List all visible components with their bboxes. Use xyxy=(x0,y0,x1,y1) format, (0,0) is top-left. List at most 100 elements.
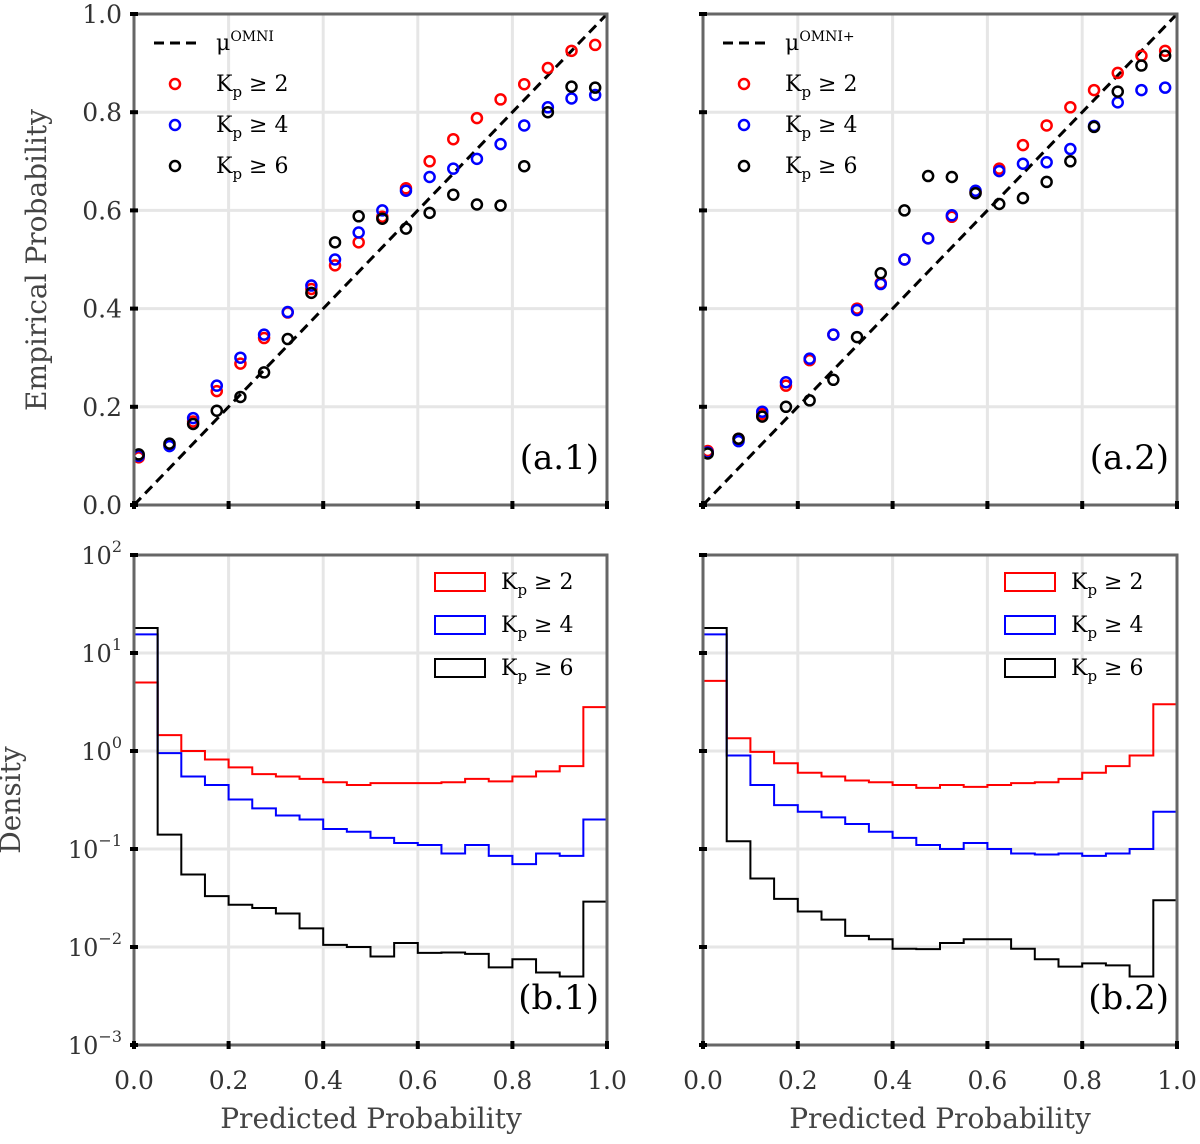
y-tick-label: 0.8 xyxy=(82,98,122,127)
data-point xyxy=(850,330,864,344)
legend-label-kp2: Kp ≥ 2 xyxy=(785,72,857,101)
data-point xyxy=(494,137,507,151)
legend-swatch-kp6 xyxy=(434,658,486,678)
data-point xyxy=(281,305,294,319)
axes-frame xyxy=(701,12,1179,507)
legend-marker-kp4 xyxy=(168,118,182,132)
legend-marker-kp2 xyxy=(168,77,182,91)
data-point xyxy=(210,384,224,398)
data-point xyxy=(281,332,294,346)
legend-label-kp4: Kp ≥ 4 xyxy=(1071,613,1143,642)
series-kp2 xyxy=(701,44,1172,458)
data-point xyxy=(993,197,1006,211)
x-tick-label: 0.6 xyxy=(398,1066,438,1095)
y-tick-label: 102 xyxy=(81,537,122,570)
data-point xyxy=(376,212,389,225)
x-tick-label: 0.2 xyxy=(778,1066,818,1095)
data-point xyxy=(779,376,793,389)
histogram-kp2 xyxy=(702,679,1178,1045)
data-point xyxy=(1087,120,1101,134)
data-point xyxy=(1040,119,1053,132)
axes-frame xyxy=(701,553,1179,1047)
data-point xyxy=(803,352,816,365)
x-tick-label: 0.8 xyxy=(493,1066,533,1095)
data-point xyxy=(447,162,460,175)
reference-line xyxy=(132,12,609,507)
data-point xyxy=(1111,96,1124,109)
x-tick-label: 0.0 xyxy=(114,1066,154,1095)
data-point xyxy=(328,259,342,272)
data-point xyxy=(1064,155,1077,168)
data-point xyxy=(399,222,413,235)
y-tick-label: 0.0 xyxy=(82,491,122,520)
legend-marker-kp2 xyxy=(737,77,751,91)
data-point xyxy=(827,328,840,341)
data-point xyxy=(1158,81,1172,94)
top-y-axis-label: Empirical Probability xyxy=(20,109,53,411)
data-point xyxy=(1135,59,1148,72)
y-tick-label: 100 xyxy=(81,733,122,766)
data-point xyxy=(210,404,224,417)
data-point xyxy=(969,186,982,200)
data-point xyxy=(234,390,247,404)
axes-frame xyxy=(132,12,609,507)
reference-line xyxy=(701,12,1179,507)
data-point xyxy=(447,132,460,146)
data-point xyxy=(305,279,318,292)
legend-label-kp4: Kp ≥ 4 xyxy=(785,113,857,142)
data-point xyxy=(588,88,602,102)
legend-swatch-kp6 xyxy=(1004,658,1056,678)
y-tick-label: 10−1 xyxy=(68,831,122,864)
panel-label: (b.1) xyxy=(518,978,599,1018)
data-point xyxy=(376,204,389,217)
data-point xyxy=(565,92,578,105)
panel-label: (b.2) xyxy=(1088,978,1169,1018)
series-kp6 xyxy=(132,80,602,461)
data-point xyxy=(779,400,793,414)
legend-label-kp2: Kp ≥ 2 xyxy=(501,570,573,599)
axes-frame xyxy=(132,553,609,1047)
data-point xyxy=(399,184,413,198)
data-point xyxy=(1016,157,1030,171)
data-point xyxy=(541,101,555,114)
data-point xyxy=(827,373,840,387)
data-point xyxy=(494,93,507,106)
y-tick-label: 0.4 xyxy=(82,295,122,324)
data-point xyxy=(1016,138,1030,152)
data-point xyxy=(1064,142,1077,156)
histogram-kp6 xyxy=(133,626,608,1045)
data-point xyxy=(565,44,578,58)
data-point xyxy=(1087,83,1101,97)
data-point xyxy=(1111,85,1124,98)
data-point xyxy=(447,188,460,201)
histogram-kp6 xyxy=(702,626,1178,1045)
legend-label-kp2: Kp ≥ 2 xyxy=(216,72,288,101)
data-point xyxy=(541,61,555,75)
data-point xyxy=(588,81,602,94)
data-point xyxy=(257,366,271,379)
data-point xyxy=(1040,175,1053,189)
legend-swatch-kp2 xyxy=(1004,572,1056,592)
data-point xyxy=(756,410,769,423)
data-point xyxy=(470,198,484,211)
data-point xyxy=(234,351,247,364)
data-point xyxy=(756,405,769,418)
data-point xyxy=(1064,101,1077,114)
data-point xyxy=(352,226,365,239)
y-tick-label: 0.2 xyxy=(82,393,122,422)
y-tick-label: 10−2 xyxy=(68,929,122,962)
data-point xyxy=(517,119,531,132)
data-point xyxy=(423,155,436,168)
data-point xyxy=(186,411,200,425)
x-tick-label: 1.0 xyxy=(587,1066,627,1095)
legend-reference-label: μOMNI xyxy=(216,29,274,56)
legend-label-kp4: Kp ≥ 4 xyxy=(501,613,573,642)
series-kp4 xyxy=(132,88,602,463)
legend-label-kp4: Kp ≥ 4 xyxy=(216,113,288,142)
panel-a2: μOMNI+ Kp ≥ 2 Kp ≥ 4 Kp ≥ 6 (a.2) xyxy=(699,12,1179,509)
legend-marker-kp4 xyxy=(737,118,751,132)
series-kp4 xyxy=(701,81,1172,459)
y-tick-label: 1.0 xyxy=(82,0,122,29)
legend-marker-kp6 xyxy=(737,159,751,173)
